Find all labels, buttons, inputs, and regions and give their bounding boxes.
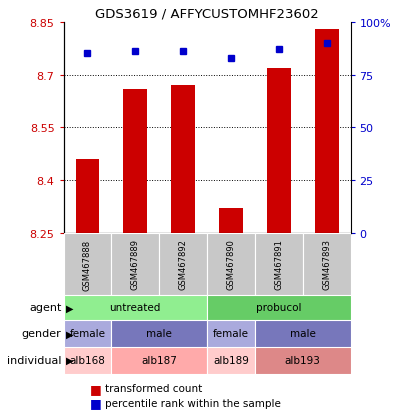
Bar <box>207 347 254 374</box>
Text: female: female <box>69 328 105 339</box>
Text: alb193: alb193 <box>284 355 320 366</box>
Bar <box>159 233 207 295</box>
Text: GSM467889: GSM467889 <box>130 239 139 290</box>
Text: ■: ■ <box>90 396 102 409</box>
Text: GSM467892: GSM467892 <box>178 239 187 290</box>
Title: GDS3619 / AFFYCUSTOMHF23602: GDS3619 / AFFYCUSTOMHF23602 <box>95 7 318 20</box>
Bar <box>266 68 290 233</box>
Bar <box>63 320 111 347</box>
Text: GSM467891: GSM467891 <box>274 239 283 290</box>
Bar <box>63 347 111 374</box>
Bar <box>111 320 207 347</box>
Text: alb189: alb189 <box>213 355 248 366</box>
Text: probucol: probucol <box>256 303 301 313</box>
Bar <box>111 233 159 295</box>
Text: transformed count: transformed count <box>104 383 201 393</box>
Text: female: female <box>212 328 248 339</box>
Text: GSM467890: GSM467890 <box>226 239 235 290</box>
Text: ■: ■ <box>90 382 102 395</box>
Text: percentile rank within the sample: percentile rank within the sample <box>104 398 280 408</box>
Text: GSM467893: GSM467893 <box>321 239 330 290</box>
Text: agent: agent <box>29 303 61 313</box>
Bar <box>254 320 350 347</box>
Text: alb168: alb168 <box>70 355 105 366</box>
Text: ▶: ▶ <box>65 355 73 366</box>
Text: ▶: ▶ <box>65 328 73 339</box>
Text: male: male <box>146 328 172 339</box>
Bar <box>75 159 99 233</box>
Bar <box>171 86 195 233</box>
Bar <box>254 233 302 295</box>
Bar <box>111 347 207 374</box>
Bar <box>63 233 111 295</box>
Bar <box>302 233 350 295</box>
Text: alb187: alb187 <box>141 355 177 366</box>
Bar <box>218 209 242 233</box>
Bar <box>207 320 254 347</box>
Text: male: male <box>289 328 315 339</box>
Bar <box>207 295 350 320</box>
Text: GSM467888: GSM467888 <box>83 239 92 290</box>
Bar <box>314 30 338 233</box>
Text: untreated: untreated <box>109 303 161 313</box>
Text: gender: gender <box>22 328 61 339</box>
Bar <box>254 347 350 374</box>
Text: individual: individual <box>7 355 61 366</box>
Bar <box>63 295 207 320</box>
Bar <box>123 89 147 233</box>
Bar <box>207 233 254 295</box>
Text: ▶: ▶ <box>65 303 73 313</box>
